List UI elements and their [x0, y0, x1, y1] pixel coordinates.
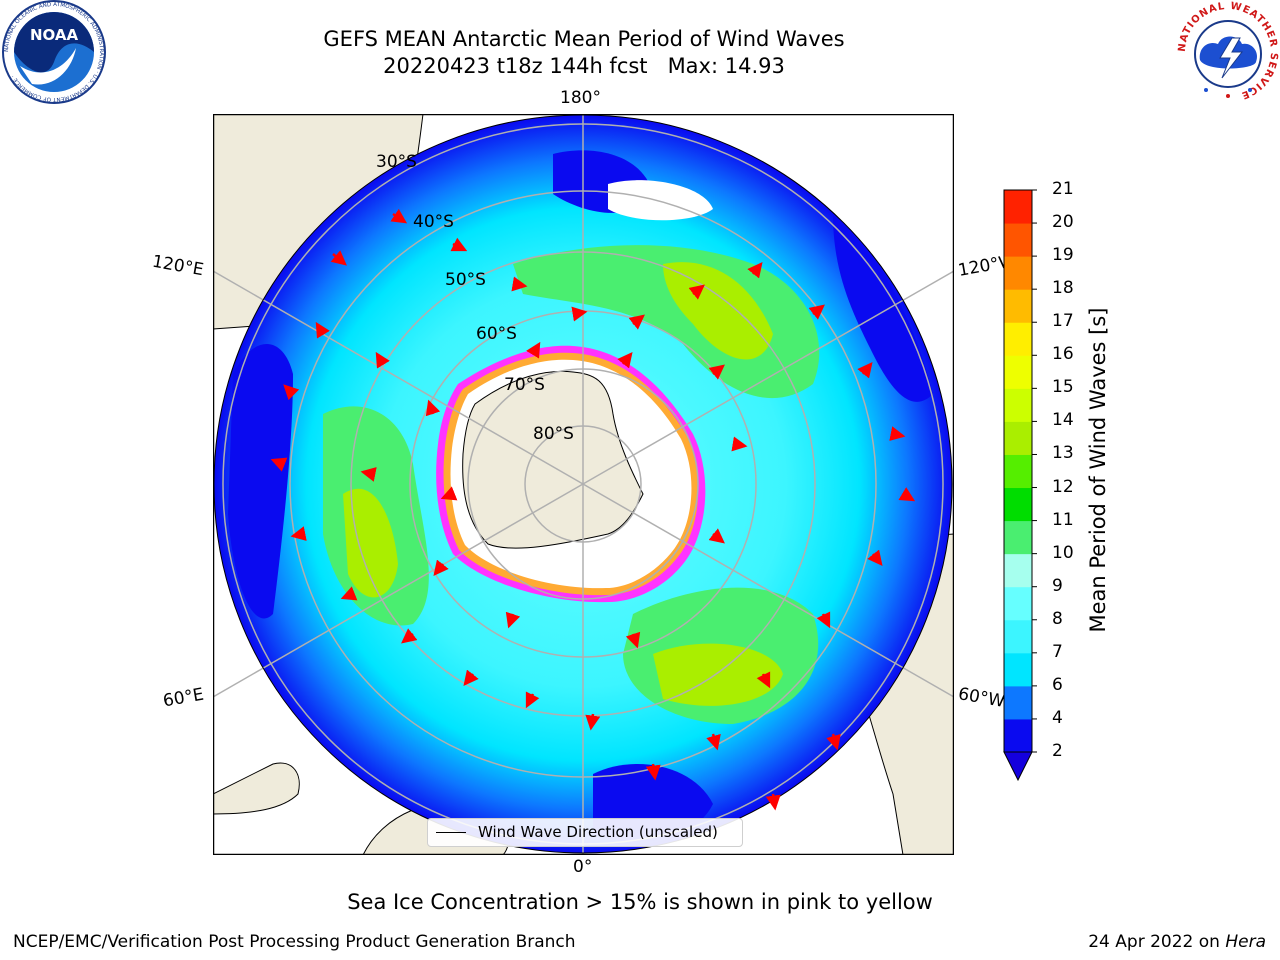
footer-date: 24 Apr 2022 on: [1088, 932, 1220, 952]
colorbar-segment: [1004, 487, 1032, 522]
chart-subtitle: 20220423 t18z 144h fcst Max: 14.93: [383, 54, 785, 78]
colorbar-extend-arrow: [1003, 751, 1033, 782]
chart-title: GEFS MEAN Antarctic Mean Period of Wind …: [323, 27, 845, 51]
colorbar-tick-label: 2: [1052, 741, 1063, 761]
nws-logo: NATIONAL WEATHER SERVICE: [1177, 1, 1278, 102]
high-period-patch: [653, 643, 783, 706]
colorbar-tick-label: 9: [1052, 575, 1063, 596]
colorbar-tick-label: 10: [1052, 542, 1074, 563]
colorbar-tick-label: 20: [1052, 212, 1074, 233]
lat-label-30s: 30°S: [376, 152, 417, 172]
lat-label-40s: 40°S: [413, 212, 454, 232]
colorbar-segment: [1004, 421, 1032, 455]
colorbar-tick-label: 4: [1052, 707, 1063, 728]
colorbar-segment: [1004, 586, 1032, 621]
sea-ice-note: Sea Ice Concentration > 15% is shown in …: [347, 890, 933, 914]
legend-line-swatch: [436, 832, 466, 833]
lon-label-60e: 60°E: [161, 684, 206, 712]
antarctica-land: [462, 370, 644, 549]
dark-blue-patch: [228, 344, 293, 619]
colorbar-tick-label: 8: [1052, 608, 1063, 629]
colorbar-segment: [1004, 289, 1032, 323]
colorbar-tick-label: 6: [1052, 674, 1063, 695]
footer-machine: Hera: [1225, 932, 1266, 952]
colorbar-tick-label: 15: [1052, 377, 1074, 398]
colorbar-tick-label: 12: [1052, 476, 1074, 497]
footer-left: NCEP/EMC/Verification Post Processing Pr…: [13, 932, 576, 952]
colorbar-tick-label: 21: [1052, 179, 1074, 199]
lat-label-70s: 70°S: [504, 375, 545, 395]
polar-map: [213, 114, 954, 855]
legend-label: Wind Wave Direction (unscaled): [478, 823, 718, 841]
noaa-text: NOAA: [30, 26, 79, 44]
colorbar-tick-label: 17: [1052, 311, 1074, 332]
colorbar-segment: [1004, 685, 1032, 720]
colorbar-tick-label: 16: [1052, 344, 1074, 365]
colorbar-segment: [1004, 223, 1032, 257]
colorbar-segment: [1004, 652, 1032, 687]
colorbar-tick-label: 19: [1052, 245, 1074, 266]
colorbar-segment: [1004, 553, 1032, 588]
colorbar-tick-label: 14: [1052, 410, 1074, 431]
colorbar-segment: [1004, 718, 1032, 753]
noaa-logo: NATIONAL OCEANIC AND ATMOSPHERIC ADMINIS…: [2, 0, 106, 104]
lon-label-180: 180°: [560, 88, 601, 108]
colorbar-segment: [1004, 322, 1032, 356]
dark-blue-patch: [833, 214, 933, 402]
footer-right: 24 Apr 2022 on Hera: [1088, 932, 1266, 952]
colorbar: [1003, 189, 1037, 782]
colorbar-border: [1003, 189, 1033, 753]
colorbar-segment: [1004, 355, 1032, 389]
colorbar-tick-label: 18: [1052, 278, 1074, 299]
colorbar-segment: [1004, 190, 1032, 224]
lon-label-120e: 120°E: [150, 251, 206, 281]
map-legend: Wind Wave Direction (unscaled): [427, 818, 743, 847]
colorbar-segment: [1004, 256, 1032, 290]
colorbar-tick-label: 11: [1052, 509, 1074, 530]
lat-label-60s: 60°S: [476, 324, 517, 344]
colorbar-segment: [1004, 619, 1032, 654]
high-period-patch: [343, 488, 398, 598]
colorbar-segment: [1004, 388, 1032, 422]
colorbar-title: Mean Period of Wind Waves [s]: [1086, 307, 1110, 633]
colorbar-segment: [1004, 520, 1032, 555]
high-period-patch: [513, 245, 820, 399]
wind-wave-arrows: [270, 208, 916, 811]
colorbar-tick-label: 7: [1052, 641, 1063, 662]
lon-label-0: 0°: [573, 857, 593, 877]
colorbar-tick-label: 13: [1052, 443, 1074, 464]
colorbar-segment: [1004, 454, 1032, 489]
lat-label-50s: 50°S: [445, 270, 486, 290]
lon-label-60w: 60°W: [956, 684, 1007, 712]
lat-label-80s: 80°S: [533, 424, 574, 444]
